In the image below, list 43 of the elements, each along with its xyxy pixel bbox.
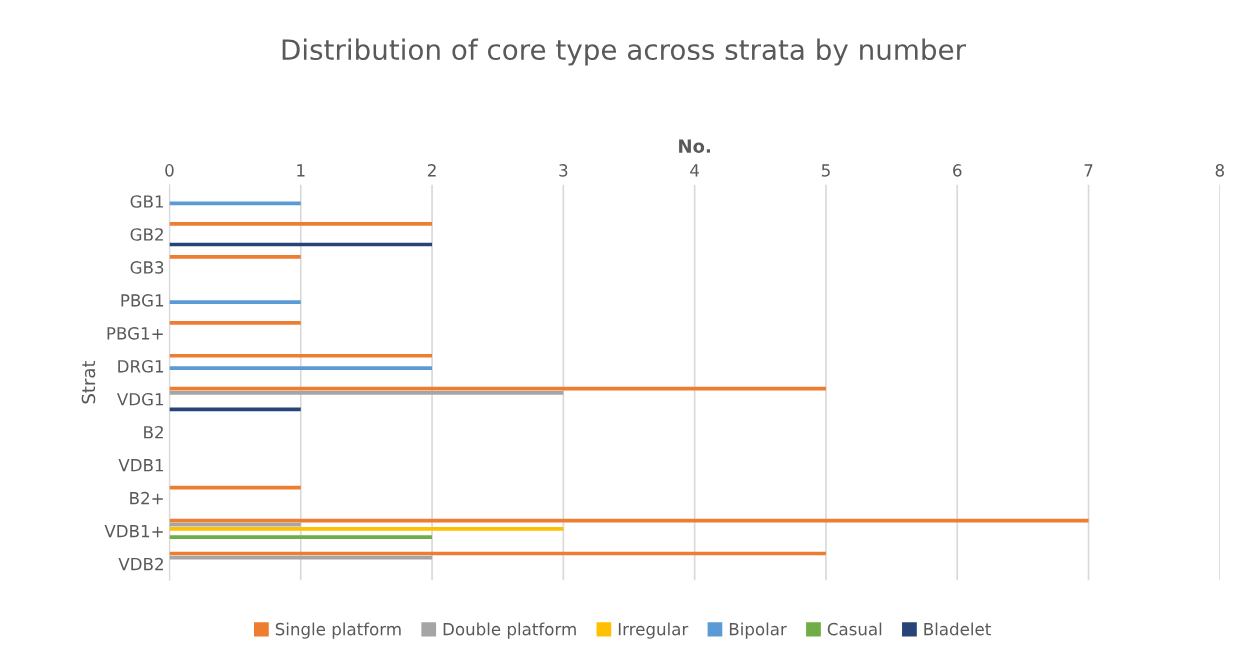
legend-label: Single platform [275, 622, 401, 639]
y-tick-label: VDB1 [118, 459, 164, 472]
y-tick-label: VDG1 [116, 392, 164, 406]
y-tick-label: GB1 [130, 195, 164, 208]
x-tick-label: 8 [1215, 164, 1224, 177]
y-tick-label: GB2 [130, 228, 163, 241]
legend-label: Bladelet [924, 622, 991, 636]
x-tick-label: 2 [427, 164, 436, 177]
x-tick-label: 0 [165, 164, 174, 177]
y-tick-label: GB3 [130, 261, 164, 274]
bar [169, 201, 301, 206]
bar [169, 526, 564, 531]
bar [169, 222, 433, 226]
bar [169, 300, 301, 305]
bar [169, 366, 433, 370]
x-tick-label: 3 [559, 164, 568, 177]
bar [169, 320, 301, 325]
y-tick-label: B2+ [130, 491, 163, 505]
y-tick-label: PBG1 [121, 294, 164, 307]
bar [169, 390, 564, 395]
bar [169, 407, 301, 412]
y-tick-label: DRG1 [118, 360, 164, 373]
legend-label: Bipolar [729, 622, 787, 639]
bar [169, 353, 433, 358]
legend-label: Irregular [618, 622, 689, 639]
bar [169, 535, 433, 539]
y-tick-label: VDB1+ [104, 525, 163, 538]
y-axis-title: Strat [81, 360, 96, 404]
x-tick-label: 4 [690, 164, 700, 177]
x-tick-label: 1 [297, 164, 305, 177]
legend-label: Double platform [443, 622, 576, 639]
bar [169, 255, 301, 259]
y-tick-label: B2 [144, 425, 163, 439]
y-tick-label: VDB2 [118, 557, 163, 571]
chart-title: Distribution of core type across strata by number [282, 38, 967, 66]
x-axis-title: No. [679, 139, 710, 153]
x-tick-label: 7 [1084, 164, 1093, 177]
bar [169, 386, 826, 391]
y-tick-label: PBG1+ [107, 327, 163, 340]
bar [169, 522, 301, 527]
x-tick-label: 5 [821, 164, 830, 177]
x-tick-label: 6 [953, 164, 962, 177]
legend-label: Casual [827, 622, 882, 636]
